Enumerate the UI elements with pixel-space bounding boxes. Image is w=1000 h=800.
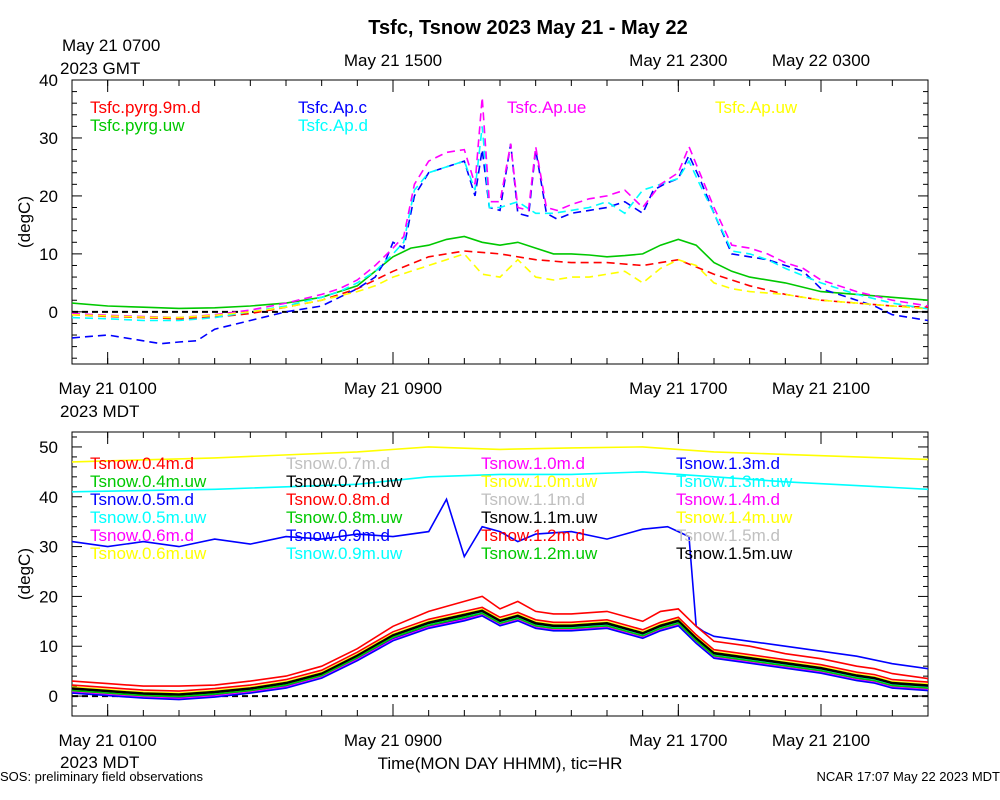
series-line-tsfc-pyrg-uw [72,235,928,310]
legend-entry: Tsnow.0.4m.uw [90,472,207,491]
x-axis-title: Time(MON DAY HHMM), tic=HR [378,754,623,773]
x-tick-label: May 21 0900 [344,731,442,750]
legend-entry: Tsnow.0.6m.d [90,526,194,545]
series-line-tsnow-0-8m-uw [72,612,928,698]
series-line-tsnow-0-7m-uw [72,610,928,696]
y-tick-label: 50 [39,438,58,457]
series-line-tsnow-0-4m-d [72,595,928,687]
tsfc-frame [71,79,929,365]
y-tick-label: 30 [39,129,58,148]
legend-entry: Tsnow.0.5m.uw [90,508,207,527]
y-axis-label: (degC) [15,196,34,248]
x-tick-label: May 21 0100 [59,379,157,398]
legend-entry: Tsnow.1.0m.d [481,454,585,473]
footer-left: SOS: preliminary field observations [0,769,204,784]
y-tick-label: 40 [39,71,58,90]
series-line-tsnow-1-3m-d [72,497,928,670]
legend-entry: Tsnow.0.9m.d [286,526,390,545]
tsnow-panel: May 21 0100 May 21 0900 May 21 1700 May 21 … [15,431,929,750]
legend-entry: Tsnow.0.7m.uw [286,472,403,491]
legend-entry: Tsfc.Ap.uw [715,98,798,117]
x-tick-label: May 21 0900 [344,379,442,398]
legend-entry: Tsnow.1.3m.d [676,454,780,473]
x-tick-label: May 21 2100 [772,731,870,750]
legend-entry: Tsnow.0.4m.d [90,454,194,473]
mdt-label-top-panel: 2023 MDT [60,402,139,421]
series-line-tsfc-pyrg-9m-d [72,250,928,320]
legend-entry: Tsfc.Ap.c [298,98,367,117]
legend-entry: Tsnow.1.4m.uw [676,508,793,527]
footer-right: NCAR 17:07 May 22 2023 MDT [816,769,1000,784]
x-top-tick-label: May 21 2300 [629,51,727,70]
legend-entry: Tsnow.0.7m.d [286,454,390,473]
legend-entry: Tsnow.1.2m.uw [481,544,598,563]
y-tick-label: 0 [49,687,58,706]
legend-entry: Tsnow.1.1m.d [481,490,585,509]
series-line-tsnow-1-5m-uw [72,609,928,695]
x-tick-label: May 21 1700 [629,379,727,398]
legend-entry: Tsnow.0.5m.d [90,490,194,509]
series-line-tsfc-ap-ue [72,97,928,319]
mdt-label-bottom-panel: 2023 MDT [60,753,139,772]
y-tick-label: 0 [49,303,58,322]
x-top-tick-label: May 22 0300 [772,51,870,70]
legend-entry: Tsnow.1.5m.d [676,526,780,545]
y-tick-label: 40 [39,488,58,507]
series-line-tsfc-ap-uw [72,252,928,319]
series-line-tsnow-0-6m-d [72,614,928,700]
legend-entry: Tsnow.1.0m.uw [481,472,598,491]
legend-entry: Tsnow.1.5m.uw [676,544,793,563]
legend-entry: Tsnow.0.8m.uw [286,508,403,527]
series-line-tsfc-ap-d [72,126,928,322]
legend-entry: Tsnow.1.1m.uw [481,508,598,527]
legend-entry: Tsnow.1.4m.d [676,490,780,509]
y-tick-label: 30 [39,538,58,557]
y-tick-label: 20 [39,187,58,206]
series-line-tsnow-0-6m-uw [72,608,928,694]
legend-entry: Tsnow.1.3m.uw [676,472,793,491]
series-group [72,97,928,345]
x-tick-label: May 21 1700 [629,731,727,750]
x-top-tick-label: May 21 1500 [344,51,442,70]
legend-entry: Tsfc.pyrg.9m.d [90,98,201,117]
tsfc-panel: May 21 0100 May 21 0900 May 21 1700 May 21 … [15,51,929,398]
series-line-tsnow-0-9m-d [72,615,928,701]
legend-entry: Tsfc.Ap.ue [507,98,586,117]
y-tick-label: 10 [39,245,58,264]
gmt-start-label-line2: 2023 GMT [60,59,140,78]
legend-entry: Tsnow.0.9m.uw [286,544,403,563]
chart-title: Tsfc, Tsnow 2023 May 21 - May 22 [368,17,687,39]
legend-entry: Tsnow.0.6m.uw [90,544,207,563]
series-line-tsnow-0-8m-d [72,606,928,692]
y-tick-label: 20 [39,587,58,606]
gmt-start-label-line1: May 21 0700 [62,36,160,55]
x-tick-label: May 21 0100 [59,731,157,750]
legend-entry: Tsfc.Ap.d [298,116,368,135]
series-line-tsfc-ap-c [72,143,928,345]
series-line-tsnow-1-0m-uw [72,471,928,493]
series-group [72,446,928,701]
series-line-tsnow-0-7m-d [72,446,928,463]
x-tick-label: May 21 2100 [772,379,870,398]
legend-entry: Tsfc.pyrg.uw [90,116,185,135]
legend-entry: Tsnow.0.8m.d [286,490,390,509]
legend-entry: Tsnow.1.2m.d [481,526,585,545]
y-tick-label: 10 [39,637,58,656]
y-axis-label: (degC) [15,548,34,600]
